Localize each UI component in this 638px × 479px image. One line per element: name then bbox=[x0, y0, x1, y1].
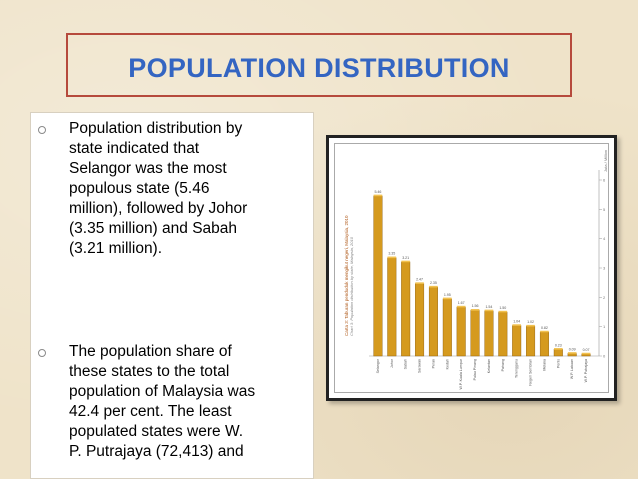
y-axis-label: Juta / Million bbox=[603, 150, 608, 172]
bar-top-8 bbox=[484, 309, 494, 312]
bullet-1-line: populous state (5.46 bbox=[69, 180, 210, 197]
category-label: Perlis bbox=[556, 359, 560, 368]
category-label: Sarawak bbox=[418, 359, 422, 373]
bar-top-13 bbox=[554, 348, 563, 350]
y-tick-label: 4 bbox=[603, 236, 606, 241]
chart-title: Carta 3: Taburan penduduk mengikut neger… bbox=[344, 215, 349, 336]
bar-13 bbox=[553, 349, 563, 357]
text-panel: Population distribution by state indicat… bbox=[30, 112, 314, 479]
bullet-1-line: Population distribution by bbox=[69, 120, 243, 137]
slide-title: POPULATION DISTRIBUTION bbox=[128, 53, 510, 83]
bar-value-label: 5.46 bbox=[374, 190, 381, 194]
bar-top-7 bbox=[470, 309, 480, 311]
y-tick-label: 0 bbox=[603, 354, 606, 359]
y-tick-label: 1 bbox=[603, 324, 606, 329]
y-tick-label: 3 bbox=[603, 266, 606, 271]
bullet-text-1: Population distribution by state indicat… bbox=[69, 119, 309, 259]
bar-8 bbox=[484, 310, 494, 357]
bar-3 bbox=[415, 283, 425, 357]
bar-top-4 bbox=[429, 285, 438, 288]
bar-12 bbox=[539, 331, 549, 357]
bullet-2-line: these states to the total bbox=[69, 363, 230, 380]
bar-value-label: 1.50 bbox=[499, 306, 506, 310]
category-label: Terengganu bbox=[515, 359, 519, 378]
bar-top-12 bbox=[540, 330, 549, 333]
bar-top-0 bbox=[373, 194, 383, 197]
bar-value-label: 0.09 bbox=[569, 347, 576, 351]
bar-0 bbox=[373, 195, 383, 357]
bar-9 bbox=[498, 311, 508, 357]
bar-top-1 bbox=[387, 256, 397, 259]
category-label: Melaka bbox=[542, 359, 546, 371]
bullet-marker-1 bbox=[38, 126, 46, 134]
bar-value-label: 1.54 bbox=[485, 305, 492, 309]
bar-top-10 bbox=[512, 324, 521, 326]
category-label: Perak bbox=[431, 359, 435, 369]
bullet-2-line: populated states were W. bbox=[69, 423, 244, 440]
bar-top-14 bbox=[567, 352, 577, 354]
bar-value-label: 1.04 bbox=[513, 319, 520, 323]
category-label: Kedah bbox=[445, 359, 449, 369]
bullet-1-line: (3.21 million). bbox=[69, 240, 163, 257]
y-tick-label: 5 bbox=[603, 207, 606, 212]
bullet-1-line: (3.35 million) and Sabah bbox=[69, 220, 238, 237]
bullet-2-line: P. Putrajaya (72,413) and bbox=[69, 443, 244, 460]
bar-11 bbox=[526, 325, 536, 357]
bar-value-label: 1.56 bbox=[472, 304, 479, 308]
bar-value-label: 1.02 bbox=[527, 320, 534, 324]
bar-10 bbox=[512, 325, 522, 357]
bar-value-label: 3.21 bbox=[402, 256, 409, 260]
category-label: W.P. Kuala Lumpur bbox=[459, 358, 463, 389]
bar-value-label: 2.47 bbox=[416, 278, 423, 282]
bar-value-label: 3.35 bbox=[388, 252, 395, 256]
bar-5 bbox=[442, 298, 452, 357]
bar-top-15 bbox=[581, 352, 591, 355]
category-label: Johor bbox=[390, 358, 394, 368]
category-label: Sabah bbox=[404, 359, 408, 369]
y-tick-label: 2 bbox=[603, 295, 606, 300]
category-label: W.P. Labuan bbox=[570, 359, 574, 379]
category-label: Kelantan bbox=[487, 359, 491, 373]
bullet-1-line: state indicated that bbox=[69, 140, 200, 157]
bullet-1-line: Selangor was the most bbox=[69, 160, 227, 177]
population-bar-chart: Carta 3: Taburan penduduk mengikut neger… bbox=[344, 150, 608, 390]
bar-top-6 bbox=[456, 305, 466, 308]
bar-value-label: 0.82 bbox=[541, 326, 548, 330]
bullet-2-line: The population share of bbox=[69, 343, 232, 360]
title-box: POPULATION DISTRIBUTION bbox=[66, 33, 572, 97]
bar-value-label: 0.07 bbox=[583, 348, 590, 352]
bar-1 bbox=[387, 257, 397, 357]
bar-top-9 bbox=[498, 310, 508, 313]
bar-value-label: 2.35 bbox=[430, 281, 437, 285]
bullet-text-2: The population share of these states to … bbox=[69, 342, 309, 462]
category-label: W.P. Putrajaya bbox=[584, 359, 588, 382]
category-label: Negeri Sembilan bbox=[529, 359, 533, 386]
bar-top-5 bbox=[443, 297, 452, 300]
bar-value-label: 0.23 bbox=[555, 343, 562, 347]
bar-7 bbox=[470, 310, 480, 357]
category-label: Selangor bbox=[376, 358, 380, 373]
bullet-2-line: population of Malaysia was bbox=[69, 383, 256, 400]
chart-area: Carta 3: Taburan penduduk mengikut neger… bbox=[334, 143, 609, 393]
chart-subtitle: Chart 3: Population distribution by stat… bbox=[349, 236, 354, 336]
bullet-1-line: million), followed by Johor bbox=[69, 200, 248, 217]
bullet-2-line: 42.4 per cent. The least bbox=[69, 403, 232, 420]
category-label: Pahang bbox=[501, 359, 505, 371]
bar-top-2 bbox=[401, 260, 410, 263]
bar-value-label: 1.67 bbox=[458, 301, 465, 305]
chart-image-frame: Carta 3: Taburan penduduk mengikut neger… bbox=[326, 135, 617, 401]
category-label: Pulau Pinang bbox=[473, 359, 477, 380]
bar-top-3 bbox=[415, 282, 424, 284]
bar-top-11 bbox=[526, 324, 535, 327]
bar-2 bbox=[401, 261, 411, 357]
bar-6 bbox=[456, 306, 466, 357]
y-tick-label: 6 bbox=[603, 178, 606, 183]
bullet-marker-2 bbox=[38, 349, 46, 357]
bar-4 bbox=[428, 286, 438, 357]
bar-value-label: 1.95 bbox=[444, 293, 451, 297]
